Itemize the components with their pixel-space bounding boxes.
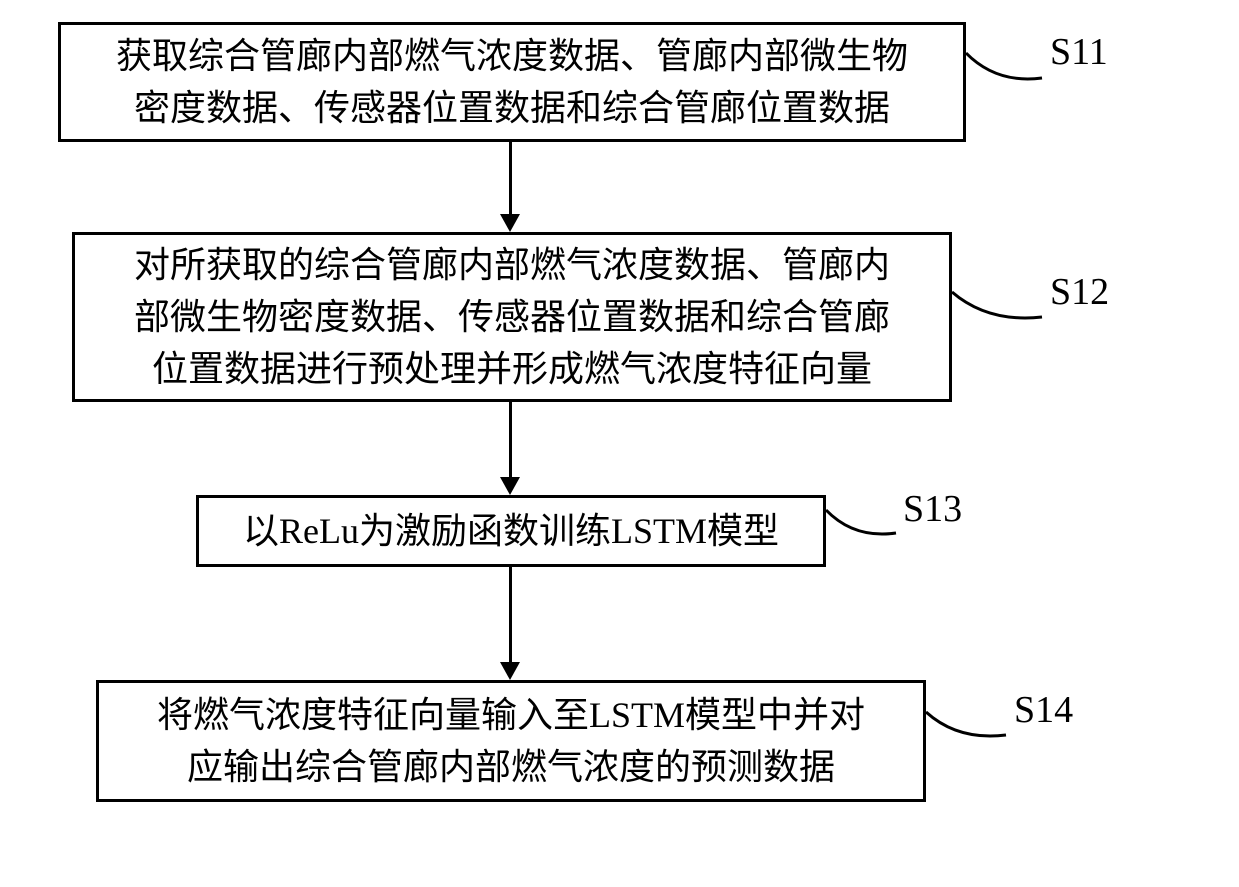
arrow-head-s13-s14 xyxy=(500,662,520,680)
connector-s13 xyxy=(824,508,898,535)
arrow-s12-s13 xyxy=(509,402,512,477)
step-text: 获取综合管廊内部燃气浓度数据、管廊内部微生物 密度数据、传感器位置数据和综合管廊… xyxy=(116,30,908,134)
step-label-s13: S13 xyxy=(903,487,962,531)
arrow-s11-s12 xyxy=(509,142,512,214)
step-label-s12: S12 xyxy=(1050,270,1109,314)
arrow-head-s11-s12 xyxy=(500,214,520,232)
step-text: 以ReLu为激励函数训练LSTM模型 xyxy=(243,505,779,557)
connector-s12 xyxy=(950,290,1044,319)
arrow-s13-s14 xyxy=(509,567,512,662)
step-label-s11: S11 xyxy=(1050,30,1108,74)
arrow-head-s12-s13 xyxy=(500,477,520,495)
flowchart-container: 获取综合管廊内部燃气浓度数据、管廊内部微生物 密度数据、传感器位置数据和综合管廊… xyxy=(0,0,1239,887)
step-text: 对所获取的综合管廊内部燃气浓度数据、管廊内 部微生物密度数据、传感器位置数据和综… xyxy=(134,239,890,396)
flowchart-step-s14: 将燃气浓度特征向量输入至LSTM模型中并对 应输出综合管廊内部燃气浓度的预测数据 xyxy=(96,680,926,802)
flowchart-step-s12: 对所获取的综合管廊内部燃气浓度数据、管廊内 部微生物密度数据、传感器位置数据和综… xyxy=(72,232,952,402)
connector-s14 xyxy=(924,710,1008,737)
step-label-s14: S14 xyxy=(1014,688,1073,732)
flowchart-step-s13: 以ReLu为激励函数训练LSTM模型 xyxy=(196,495,826,567)
flowchart-step-s11: 获取综合管廊内部燃气浓度数据、管廊内部微生物 密度数据、传感器位置数据和综合管廊… xyxy=(58,22,966,142)
step-text: 将燃气浓度特征向量输入至LSTM模型中并对 应输出综合管廊内部燃气浓度的预测数据 xyxy=(157,689,865,793)
connector-s11 xyxy=(964,51,1044,80)
